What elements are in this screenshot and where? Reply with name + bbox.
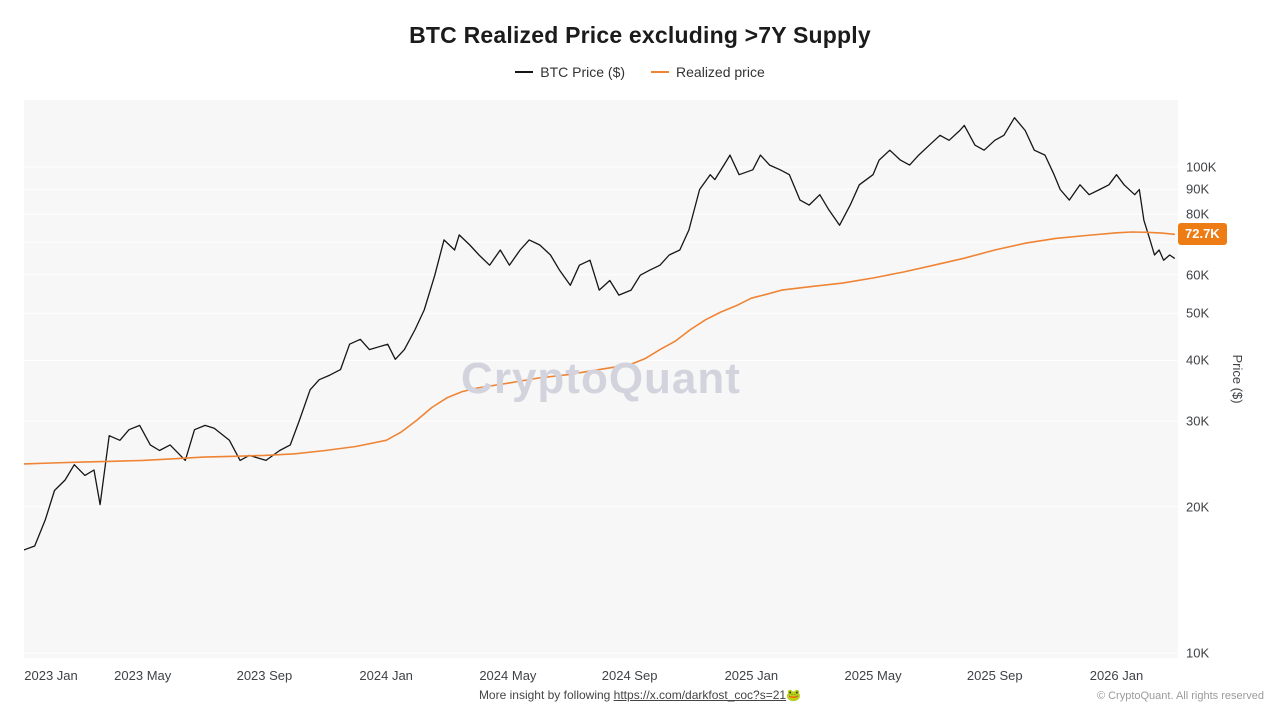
legend-label-realized-price: Realized price	[676, 64, 765, 80]
y-tick-label: 60K	[1186, 267, 1210, 283]
page-title: BTC Realized Price excluding >7Y Supply	[409, 22, 871, 48]
y-tick-label: 50K	[1186, 305, 1210, 321]
btc-line-swatch	[515, 71, 534, 73]
legend-label-btc-price: BTC Price ($)	[540, 64, 626, 80]
realized-line-swatch	[651, 71, 670, 73]
y-tick-label: 20K	[1186, 499, 1210, 515]
x-tick-label: 2024 May	[479, 668, 537, 683]
y-tick-label: 100K	[1186, 159, 1217, 175]
x-tick-label: 2025 May	[844, 668, 902, 683]
plot-area[interactable]: CryptoQuant	[24, 100, 1178, 658]
realized-price-line	[24, 231, 1176, 465]
price-chart-svg	[24, 117, 1178, 654]
x-tick-label: 2025 Jan	[724, 668, 779, 683]
frog-emoji: 🐸	[786, 688, 802, 702]
legend-item-btc-price[interactable]: BTC Price ($)	[515, 64, 625, 80]
footer-note: More insight by following https://x.com/…	[0, 688, 1280, 702]
copyright: © CryptoQuant. All rights reserved	[1096, 690, 1264, 702]
x-tick-label: 2023 Sep	[236, 668, 293, 683]
legend: BTC Price ($) Realized price	[0, 64, 1280, 80]
x-tick-label: 2023 May	[114, 668, 172, 683]
x-tick-label: 2024 Jan	[359, 668, 413, 683]
y-tick-label: 10K	[1186, 645, 1210, 661]
last-value-badge: 72.7K	[1178, 223, 1227, 246]
y-tick-label: 30K	[1186, 413, 1210, 429]
y-tick-label: 40K	[1186, 352, 1210, 368]
x-tick-label: 2026 Jan	[1089, 668, 1144, 683]
x-tick-label: 2023 Jan	[24, 668, 78, 683]
x-tick-label: 2024 Sep	[601, 668, 658, 683]
y-tick-label: 90K	[1186, 181, 1210, 197]
legend-item-realized-price[interactable]: Realized price	[651, 64, 765, 80]
btc-price-line	[24, 117, 1175, 551]
y-tick-label: 80K	[1186, 206, 1210, 222]
x-tick-label: 2025 Sep	[966, 668, 1023, 683]
footer-link[interactable]: https://x.com/darkfost_coc?s=21	[613, 688, 787, 702]
footer-note-text: More insight by following	[478, 688, 614, 702]
y-axis-title: Price ($)	[1230, 354, 1245, 404]
